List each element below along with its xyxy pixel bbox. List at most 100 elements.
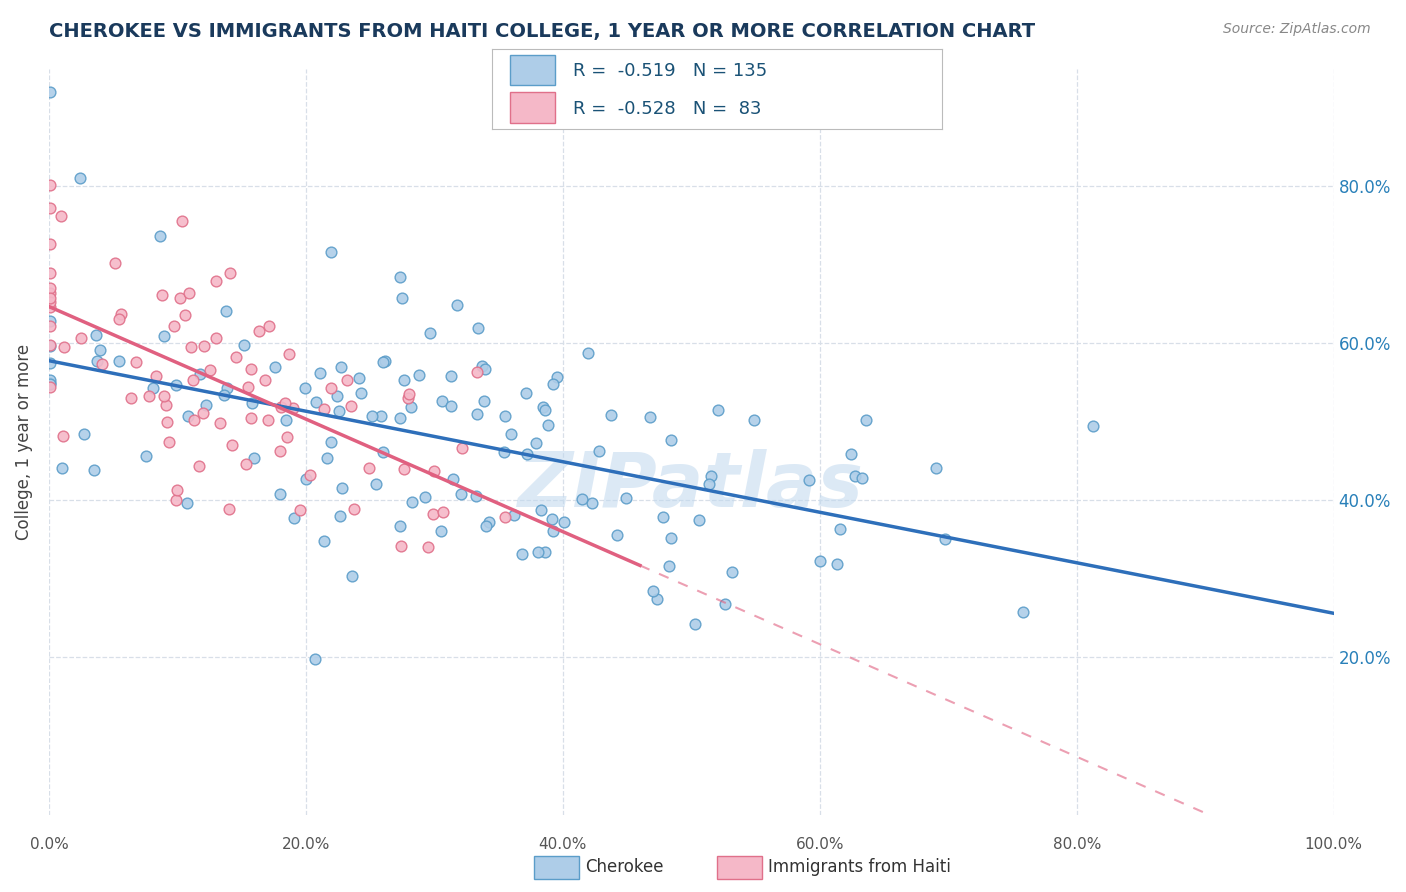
Text: Source: ZipAtlas.com: Source: ZipAtlas.com xyxy=(1223,22,1371,37)
Point xyxy=(212,387,235,401)
Text: 60.0%: 60.0% xyxy=(796,837,844,852)
Point xyxy=(413,490,436,504)
Point xyxy=(432,505,454,519)
Point xyxy=(606,528,628,542)
Point xyxy=(471,359,494,373)
Point xyxy=(339,399,361,413)
Text: Cherokee: Cherokee xyxy=(585,858,664,876)
Point xyxy=(697,477,720,491)
Point xyxy=(526,545,548,559)
Point xyxy=(336,373,359,387)
Point xyxy=(166,483,188,497)
Point xyxy=(652,509,675,524)
Point xyxy=(474,518,496,533)
Point xyxy=(240,362,263,376)
Point xyxy=(304,652,326,666)
Point xyxy=(530,502,553,516)
Point xyxy=(39,178,62,192)
Point xyxy=(235,458,257,472)
Point xyxy=(571,492,593,507)
Point xyxy=(152,288,174,302)
Point xyxy=(330,481,353,495)
Point xyxy=(828,522,851,536)
Point xyxy=(233,337,256,351)
Point xyxy=(658,559,681,574)
Point xyxy=(699,469,721,483)
Point xyxy=(39,376,62,390)
Point xyxy=(269,486,291,500)
Point xyxy=(1081,418,1104,433)
Point xyxy=(364,476,387,491)
Point xyxy=(537,418,560,433)
Point xyxy=(39,266,62,280)
Point xyxy=(534,545,557,559)
Point xyxy=(531,401,554,415)
Point xyxy=(225,350,247,364)
Point xyxy=(39,236,62,251)
Point xyxy=(39,379,62,393)
Point xyxy=(89,343,111,357)
Point xyxy=(51,461,73,475)
Point xyxy=(576,346,599,360)
Point xyxy=(294,381,316,395)
Point xyxy=(326,388,349,402)
Point xyxy=(218,502,240,516)
Text: 0.0%: 0.0% xyxy=(30,837,69,852)
Point xyxy=(157,435,180,450)
Point xyxy=(276,413,298,427)
Point xyxy=(851,470,873,484)
Point xyxy=(39,295,62,310)
Point xyxy=(408,368,430,383)
Point xyxy=(330,359,353,374)
Point xyxy=(396,391,419,405)
Point xyxy=(283,511,305,525)
Point xyxy=(39,338,62,352)
Point xyxy=(321,245,343,260)
Point xyxy=(165,377,187,392)
Point xyxy=(797,473,820,487)
Point xyxy=(198,363,221,377)
Point xyxy=(494,409,516,423)
Point xyxy=(172,214,194,228)
Point xyxy=(294,472,316,486)
Point xyxy=(392,462,415,476)
Point xyxy=(616,491,638,506)
Point xyxy=(328,404,350,418)
Point xyxy=(177,409,200,424)
Point xyxy=(188,459,211,474)
Point xyxy=(515,386,537,401)
Point xyxy=(422,508,444,522)
Point xyxy=(464,490,486,504)
Point xyxy=(156,415,179,429)
Point xyxy=(39,318,62,333)
Point xyxy=(120,392,142,406)
Point xyxy=(52,428,75,442)
Point xyxy=(423,464,446,478)
Point xyxy=(281,401,304,416)
Point xyxy=(388,411,411,425)
Point xyxy=(502,508,524,522)
Point xyxy=(546,369,568,384)
Point xyxy=(343,502,366,516)
Point xyxy=(810,553,832,567)
Point xyxy=(540,511,562,525)
Point xyxy=(209,417,232,431)
Point xyxy=(142,380,165,394)
Point xyxy=(524,435,547,450)
Point xyxy=(205,331,228,345)
Point xyxy=(855,413,877,427)
Point xyxy=(581,496,603,510)
Point xyxy=(416,541,439,555)
Point xyxy=(215,304,238,318)
Point xyxy=(419,326,441,340)
Point xyxy=(465,365,488,379)
Point xyxy=(238,380,260,394)
Point xyxy=(215,381,238,395)
Point xyxy=(138,389,160,403)
Point xyxy=(450,487,472,501)
Point xyxy=(645,591,668,606)
Point xyxy=(541,524,564,538)
Point xyxy=(188,368,211,382)
Point xyxy=(276,430,298,444)
Text: R =  -0.528   N =  83: R = -0.528 N = 83 xyxy=(574,100,762,119)
